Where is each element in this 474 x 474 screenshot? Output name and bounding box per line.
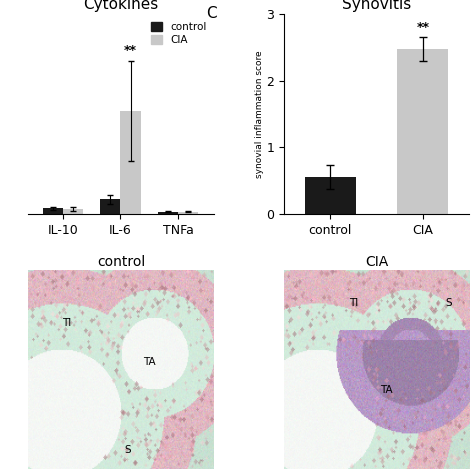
Text: **: **	[417, 21, 429, 34]
Bar	[100, 199, 120, 214]
Title: Synovitis: Synovitis	[342, 0, 411, 12]
Text: S: S	[445, 298, 452, 308]
Y-axis label: synovial inflammation score: synovial inflammation score	[255, 50, 264, 178]
Text: TI: TI	[349, 298, 358, 308]
Text: S: S	[125, 445, 131, 456]
Bar	[63, 209, 83, 214]
Bar	[178, 212, 198, 214]
Legend: control, CIA: control, CIA	[149, 19, 209, 47]
Text: **: **	[124, 44, 137, 57]
Text: TA: TA	[380, 385, 393, 395]
Text: TA: TA	[143, 357, 156, 367]
Bar	[398, 49, 448, 214]
Bar	[120, 111, 141, 214]
Text: C: C	[206, 6, 217, 21]
Title: CIA: CIA	[365, 255, 388, 268]
Title: control: control	[97, 255, 145, 268]
Title: Cytokines: Cytokines	[83, 0, 159, 12]
Bar	[305, 177, 356, 214]
Bar	[43, 209, 63, 214]
Text: TI: TI	[62, 318, 71, 328]
Bar	[158, 212, 178, 214]
